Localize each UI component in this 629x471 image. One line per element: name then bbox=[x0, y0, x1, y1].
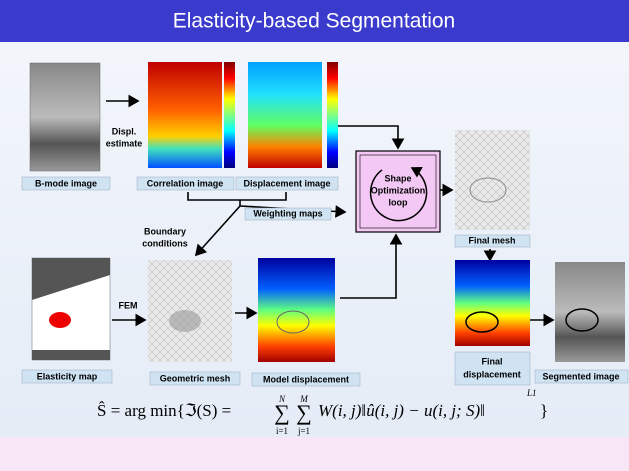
label: conditions bbox=[142, 238, 188, 248]
label: Final mesh bbox=[468, 235, 515, 245]
label: loop bbox=[389, 197, 408, 207]
formula-power: L1 bbox=[526, 388, 537, 398]
label: Elasticity map bbox=[37, 371, 98, 381]
formula-lower: i=1 bbox=[276, 426, 288, 436]
body: Elasticity-based Segmentation B-mode ima… bbox=[0, 0, 629, 471]
formula-body: W(i, j)‖û(i, j) − u(i, j; S)‖ bbox=[318, 401, 485, 420]
label: Geometric mesh bbox=[160, 373, 231, 383]
model-displacement-image bbox=[258, 258, 335, 362]
inclusion bbox=[169, 310, 201, 332]
page: Elasticity-based Segmentation {"title": … bbox=[0, 0, 629, 471]
footer-strip bbox=[0, 437, 629, 471]
label: Displacement image bbox=[243, 178, 330, 188]
label: Model displacement bbox=[263, 374, 349, 384]
label: Final bbox=[481, 356, 502, 366]
elasticity-region bbox=[32, 350, 110, 360]
colorbar bbox=[224, 62, 235, 168]
formula-lhs: Ŝ = arg min{ℑ(S) = bbox=[97, 401, 231, 420]
label: displacement bbox=[463, 369, 521, 379]
label: Shape bbox=[384, 173, 411, 183]
displacement-image bbox=[248, 62, 322, 168]
label: Boundary bbox=[144, 226, 186, 236]
colorbar bbox=[327, 62, 338, 168]
title: Elasticity-based Segmentation bbox=[173, 10, 456, 33]
formula-sum: ∑ bbox=[274, 400, 290, 425]
final-displacement-image bbox=[455, 260, 530, 346]
label: Optimization bbox=[371, 185, 426, 195]
label: Correlation image bbox=[147, 178, 224, 188]
label: estimate bbox=[106, 138, 143, 148]
label: B-mode image bbox=[35, 178, 97, 188]
formula-lower: j=1 bbox=[297, 426, 310, 436]
bmode-image bbox=[30, 63, 100, 171]
label: FEM bbox=[119, 300, 138, 310]
inclusion bbox=[49, 312, 71, 328]
formula-close: } bbox=[540, 401, 548, 420]
formula-sum: ∑ bbox=[296, 400, 312, 425]
label: Segmented image bbox=[542, 371, 619, 381]
correlation-image bbox=[148, 62, 222, 168]
label: Displ. bbox=[112, 126, 137, 136]
label: Weighting maps bbox=[253, 208, 322, 218]
segmented-image bbox=[555, 262, 625, 362]
final-mesh-image bbox=[455, 130, 530, 230]
slide: Elasticity-based Segmentation B-mode ima… bbox=[0, 0, 629, 471]
